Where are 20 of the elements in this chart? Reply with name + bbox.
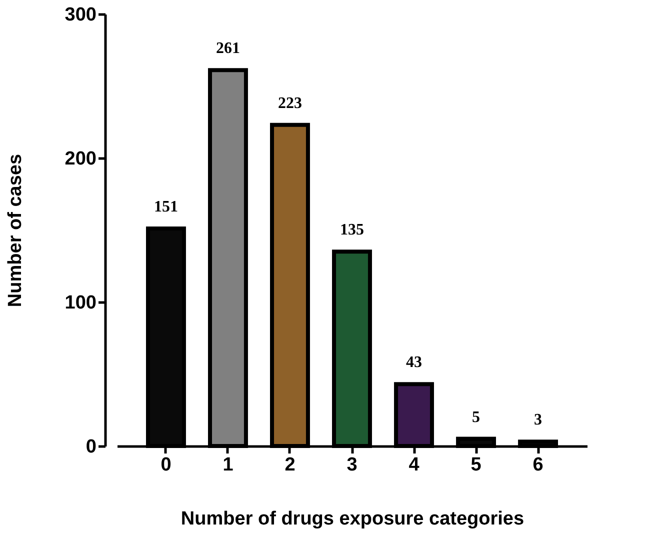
x-tick-label: 3 (346, 454, 358, 476)
data-label: 3 (534, 412, 542, 429)
y-tick-label: 300 (64, 4, 96, 26)
data-label: 151 (154, 198, 178, 216)
y-axis-title: Number of cases (4, 154, 26, 308)
x-tick-label: 4 (408, 454, 420, 476)
x-tick-label: 2 (284, 454, 296, 476)
data-label: 135 (340, 222, 364, 239)
x-tick-label: 5 (470, 454, 482, 476)
x-tick-label: 6 (532, 454, 544, 476)
data-label: 261 (216, 40, 240, 58)
x-tick-label: 1 (222, 454, 234, 476)
y-tick-label: 100 (64, 292, 96, 314)
y-tick-label: 0 (86, 436, 96, 458)
x-tick-label: 0 (160, 454, 172, 476)
y-tick-label: 200 (64, 148, 96, 170)
data-label: 5 (472, 408, 480, 426)
x-axis-title: Number of drugs exposure categories (180, 508, 524, 530)
data-label: 223 (278, 94, 302, 112)
data-label: 43 (406, 354, 422, 372)
